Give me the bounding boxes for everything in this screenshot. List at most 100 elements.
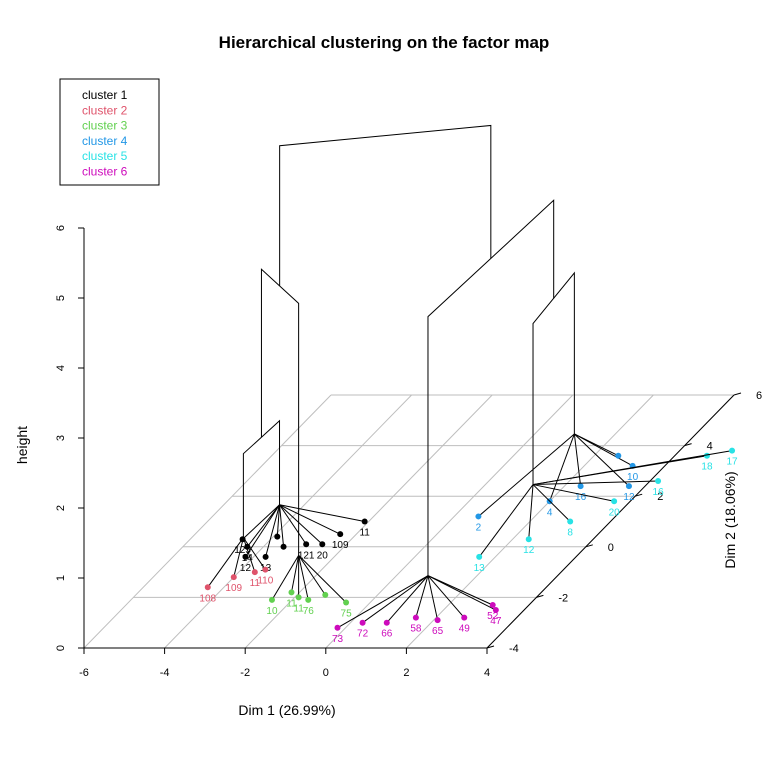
z-tick-label: 5 <box>55 295 67 301</box>
point-label: 16 <box>653 487 665 498</box>
legend-entry-cluster-1: cluster 1 <box>82 88 128 102</box>
point-to-cluster-segment <box>362 575 429 624</box>
cluster-6-point <box>383 619 390 626</box>
x-tick-label: 0 <box>323 667 329 679</box>
point-to-cluster-segment <box>242 504 280 540</box>
cluster-1-point <box>242 553 249 560</box>
cluster-5-point <box>567 518 574 525</box>
point-label: 16 <box>575 492 587 503</box>
y-tick-label: -4 <box>509 643 519 655</box>
cluster-3-point <box>295 594 302 601</box>
cluster-1-point <box>303 541 310 548</box>
y-tick <box>635 493 643 497</box>
point-to-cluster-segment <box>246 504 280 548</box>
point-label: 66 <box>381 629 393 640</box>
cluster-3-point <box>268 596 275 603</box>
point-to-cluster-segment <box>245 504 280 558</box>
cluster-5-point <box>525 536 532 543</box>
z-tick-label: 0 <box>55 645 67 651</box>
cluster-2-point <box>262 566 269 573</box>
point-label: 73 <box>332 634 344 645</box>
cluster-4-point <box>625 483 632 490</box>
cluster-4-point <box>615 452 622 459</box>
point-to-cluster-segment <box>279 504 365 522</box>
point-to-cluster-segment <box>427 575 493 606</box>
legend-entry-cluster-6: cluster 6 <box>82 165 128 179</box>
point-to-cluster-segment <box>298 555 309 601</box>
point-to-cluster-segment <box>427 575 439 621</box>
cluster-1-point <box>361 518 368 525</box>
grid-line-x <box>325 394 574 649</box>
cluster-3-point <box>288 589 295 596</box>
y-axis-label: Dim 2 (18.06%) <box>722 471 738 568</box>
y-tick-label: 0 <box>608 542 614 554</box>
y-tick-label: -2 <box>558 592 568 604</box>
legend-entry-cluster-4: cluster 4 <box>82 134 128 148</box>
z-tick-label: 2 <box>55 505 67 511</box>
point-label: 125 <box>234 545 251 556</box>
cluster-4-point <box>475 513 482 520</box>
y-tick-label: 6 <box>756 390 762 402</box>
point-to-cluster-segment <box>207 537 244 588</box>
point-label: 72 <box>357 629 369 640</box>
point-label: 109 <box>225 583 242 594</box>
cluster-3-point <box>322 591 329 598</box>
point-label: 52 <box>487 611 499 622</box>
point-to-cluster-segment <box>533 480 659 486</box>
x-axis-label: Dim 1 (26.99%) <box>238 702 335 718</box>
point-label: 20 <box>317 550 329 561</box>
point-to-cluster-segment <box>279 504 323 545</box>
legend-entry-cluster-2: cluster 2 <box>82 103 128 117</box>
point-label: 12 <box>623 492 635 503</box>
y-tick <box>733 392 742 396</box>
dendrogram-merge <box>260 268 300 556</box>
cluster-1-point <box>319 541 326 548</box>
chart-title: Hierarchical clustering on the factor ma… <box>219 33 550 52</box>
point-label: 65 <box>432 626 444 637</box>
cluster-5-point <box>476 553 483 560</box>
x-tick-label: -2 <box>240 667 250 679</box>
point-label: 109 <box>332 540 349 551</box>
y-tick <box>684 443 692 447</box>
point-to-cluster-segment <box>549 433 575 502</box>
y-tick <box>585 544 593 548</box>
y-tick <box>536 594 544 598</box>
grid-line-x <box>83 394 332 649</box>
point-label: 11 <box>359 528 370 539</box>
point-to-cluster-segment <box>242 537 266 570</box>
point-to-cluster-segment <box>233 537 244 578</box>
point-to-cluster-segment <box>337 575 429 629</box>
dendrogram <box>242 124 575 576</box>
point-label: 12 <box>523 545 535 556</box>
y-axis-line <box>486 394 735 649</box>
cluster-6-point <box>359 619 366 626</box>
point-label: 13 <box>474 563 486 574</box>
point-to-cluster-segment <box>242 537 256 573</box>
point-to-cluster-segment <box>298 555 347 603</box>
point-to-cluster-segment <box>532 484 615 502</box>
dendrogram-merge <box>532 271 575 485</box>
cluster-6-point <box>489 601 496 608</box>
point-to-cluster-segment <box>271 555 300 601</box>
cluster-5-point <box>611 498 618 505</box>
point-label: 110 <box>257 576 273 587</box>
cluster-5-point <box>655 478 662 485</box>
cluster-1-point <box>280 543 287 550</box>
point-label: 47 <box>490 616 502 627</box>
cluster-3-point <box>343 599 350 606</box>
cluster-2-point <box>251 569 258 576</box>
cluster-2-point <box>230 574 237 581</box>
z-tick-label: 4 <box>55 365 67 371</box>
cluster-1-point <box>337 531 344 538</box>
point-to-cluster-segment <box>528 484 534 540</box>
dendrogram-merge <box>279 124 492 286</box>
cluster-1-point <box>274 533 281 540</box>
point-label: 11 <box>286 598 297 609</box>
z-tick-label: 6 <box>55 225 67 231</box>
grid-line-x <box>164 394 412 649</box>
point-label: 12 <box>240 563 252 574</box>
point-label: 4 <box>547 507 553 518</box>
point-to-cluster-segment <box>478 433 575 517</box>
